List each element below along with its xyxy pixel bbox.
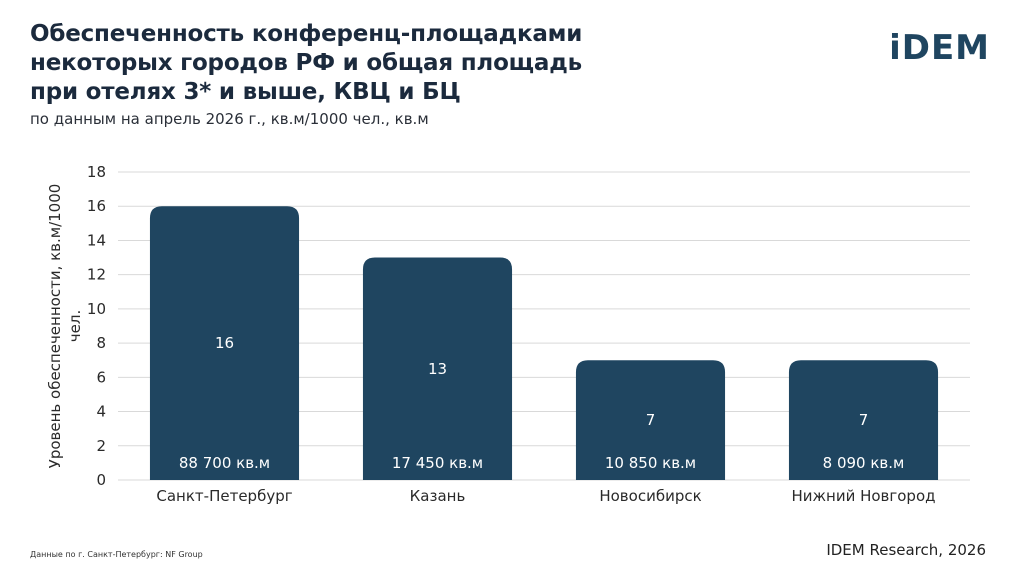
bar-value-label: 7 (646, 411, 656, 429)
bar-area-label: 17 450 кв.м (392, 454, 483, 472)
chart-subtitle: по данным на апрель 2026 г., кв.м/1000 ч… (30, 110, 429, 128)
bars: 16 88 700 кв.м 13 17 450 кв.м 7 10 850 кв.м 7 8… (149, 206, 939, 480)
y-tick-label: 14 (87, 231, 106, 249)
chart-title-line-3: при отелях 3* и выше, КВЦ и БЦ (30, 79, 461, 105)
chart-title: Обеспеченность конференц-площадками неко… (30, 20, 670, 107)
x-category-label: Казань (410, 487, 466, 505)
y-axis-title-text: Уровень обеспеченности, кв.м/1000 чел. (46, 184, 84, 469)
bar-3 (788, 360, 939, 480)
y-tick-label: 8 (96, 334, 106, 352)
y-axis-title: Уровень обеспеченности, кв.м/1000 чел. (46, 184, 84, 469)
y-tick-label: 0 (96, 471, 106, 489)
y-tick-label: 4 (96, 403, 106, 421)
y-tick-label: 2 (96, 437, 106, 455)
bar-2 (575, 360, 726, 480)
idem-logo: iDEM (889, 28, 990, 68)
y-tick-label: 10 (87, 300, 106, 318)
bar-0 (149, 206, 300, 480)
bar-area-label: 8 090 кв.м (823, 454, 905, 472)
x-axis-categories: Санкт-Петербург Казань Новосибирск Нижний Н… (156, 487, 935, 505)
bar-value-label: 13 (428, 360, 447, 378)
x-category-label: Новосибирск (599, 487, 701, 505)
y-tick-label: 6 (96, 368, 106, 386)
bar-area-label: 10 850 кв.м (605, 454, 696, 472)
chart-title-line-2: некоторых городов РФ и общая площадь (30, 50, 582, 76)
source-note: Данные по г. Санкт-Петербург: NF Group (30, 550, 203, 559)
bar-value-label: 7 (859, 411, 869, 429)
y-axis-title-line: Уровень обеспеченности, кв.м/1000 (46, 184, 64, 469)
y-tick-label: 12 (87, 266, 106, 284)
bar-value-label: 16 (215, 334, 234, 352)
y-axis-ticks: 0 2 4 6 8 10 12 14 16 18 (87, 163, 106, 489)
bar-area-label: 88 700 кв.м (179, 454, 270, 472)
research-credit: IDEM Research, 2026 (826, 541, 986, 559)
y-axis-title-line: чел. (66, 310, 84, 342)
y-tick-label: 16 (87, 197, 106, 215)
y-tick-label: 18 (87, 163, 106, 181)
chart-title-line-1: Обеспеченность конференц-площадками (30, 21, 583, 47)
bar-1 (362, 257, 513, 480)
x-category-label: Нижний Новгород (791, 487, 935, 505)
x-category-label: Санкт-Петербург (156, 487, 292, 505)
